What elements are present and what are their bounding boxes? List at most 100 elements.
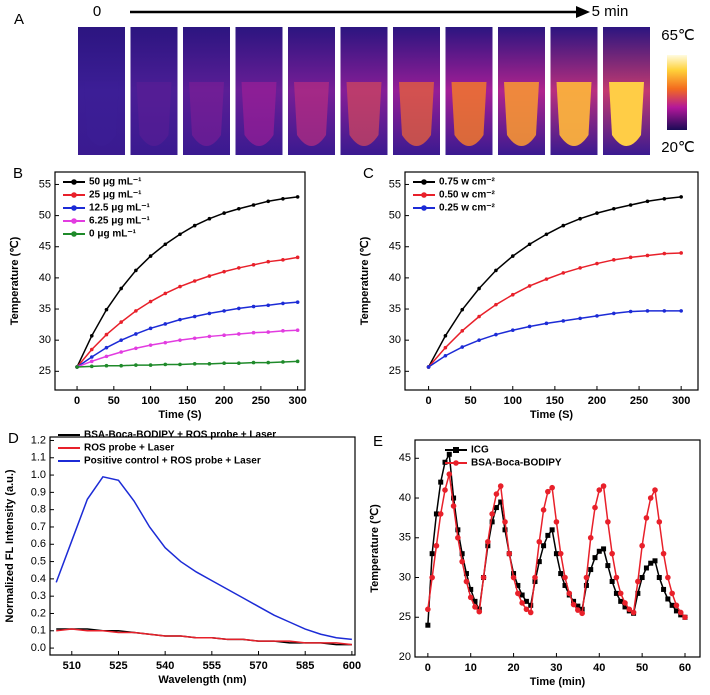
x-axis-label: Wavelength (nm): [158, 674, 247, 686]
data-point: [656, 519, 663, 525]
series-line: [76, 329, 298, 368]
data-point: [519, 600, 525, 606]
data-point: [575, 607, 581, 613]
panel-label: A: [14, 11, 24, 28]
legend-marker: [421, 205, 427, 211]
data-point: [237, 361, 241, 366]
legend-label: 12.5 μg mL⁻¹: [89, 203, 151, 214]
legend-label: 50 μg mL⁻¹: [89, 177, 142, 188]
data-point: [438, 479, 444, 485]
y-tick-label: 45: [389, 241, 401, 253]
data-point: [592, 555, 598, 561]
thermal-images: [78, 27, 650, 155]
y-tick-label: 25: [39, 365, 51, 377]
data-point: [489, 519, 495, 525]
data-point: [635, 578, 641, 585]
y-tick-label: 35: [389, 303, 401, 315]
x-axis-label: Time (S): [158, 409, 202, 421]
y-tick-label: 0.7: [31, 521, 46, 533]
data-point: [587, 534, 594, 541]
data-point: [595, 211, 599, 215]
y-tick-label: 30: [399, 571, 411, 583]
data-point: [679, 195, 683, 199]
data-point: [527, 242, 532, 247]
y-tick-label: 0.2: [31, 607, 46, 619]
legend-marker: [71, 205, 77, 211]
data-point: [192, 223, 197, 228]
data-point: [266, 303, 271, 308]
data-point: [544, 277, 549, 281]
series-line: [427, 451, 686, 626]
legend-label: 6.25 μg mL⁻¹: [89, 216, 151, 227]
data-point: [178, 232, 182, 237]
legend-label: Positive control + ROS probe + Laser: [84, 456, 261, 467]
data-point: [134, 346, 138, 351]
data-point: [527, 324, 532, 329]
data-point: [618, 598, 624, 604]
data-point: [163, 242, 168, 247]
legend-label: 0.25 w cm⁻²: [439, 203, 496, 214]
x-tick-label: 30: [550, 662, 562, 674]
x-tick-label: 100: [504, 395, 522, 407]
data-point: [665, 574, 671, 581]
x-tick-label: 300: [672, 395, 690, 407]
data-point: [506, 550, 513, 557]
data-point: [673, 608, 679, 614]
tube: [294, 82, 329, 146]
plot-frame: [414, 439, 701, 658]
panel-label: C: [363, 165, 374, 182]
data-point: [612, 311, 616, 316]
data-point: [281, 329, 285, 333]
data-point: [661, 586, 667, 592]
data-point: [178, 317, 182, 322]
data-point: [609, 550, 615, 557]
data-point: [75, 365, 79, 369]
data-point: [89, 359, 94, 364]
y-tick-label: 1.1: [31, 452, 46, 464]
x-tick-label: 510: [63, 660, 81, 672]
y-tick-label: 0.8: [31, 504, 46, 516]
x-tick-label: 20: [507, 662, 519, 674]
panel-label: E: [373, 433, 383, 450]
arrow-head: [576, 6, 590, 18]
data-point: [207, 274, 212, 278]
panel-label: D: [8, 430, 19, 447]
data-point: [626, 606, 633, 613]
data-point: [222, 333, 226, 337]
legend-label: ROS probe + Laser: [84, 443, 174, 454]
y-tick-label: 40: [389, 272, 401, 284]
data-point: [562, 574, 568, 581]
data-point: [583, 574, 590, 581]
data-point: [528, 602, 534, 608]
data-point: [493, 491, 500, 497]
data-point: [477, 286, 481, 291]
panel-label: B: [13, 165, 23, 182]
data-point: [443, 353, 448, 358]
data-point: [662, 251, 667, 256]
data-point: [251, 263, 256, 267]
data-point: [645, 253, 650, 258]
data-point: [281, 196, 285, 201]
data-point: [477, 314, 481, 319]
data-point: [613, 590, 619, 596]
data-point: [494, 332, 498, 337]
data-point: [426, 365, 431, 369]
data-point: [178, 362, 182, 367]
data-point: [207, 311, 212, 316]
y-tick-label: 40: [399, 492, 411, 504]
data-point: [652, 558, 658, 564]
data-point: [549, 527, 555, 533]
x-tick-label: 525: [109, 660, 127, 672]
data-point: [266, 199, 271, 204]
data-point: [104, 332, 109, 337]
color-bar: [667, 55, 687, 130]
legend-marker: [453, 460, 459, 466]
y-tick-label: 50: [389, 210, 401, 222]
data-point: [652, 487, 658, 493]
data-point: [549, 484, 555, 491]
data-point: [460, 329, 465, 333]
data-point: [665, 596, 671, 602]
x-tick-label: 100: [141, 395, 159, 407]
data-point: [467, 594, 474, 601]
data-point: [645, 309, 650, 313]
